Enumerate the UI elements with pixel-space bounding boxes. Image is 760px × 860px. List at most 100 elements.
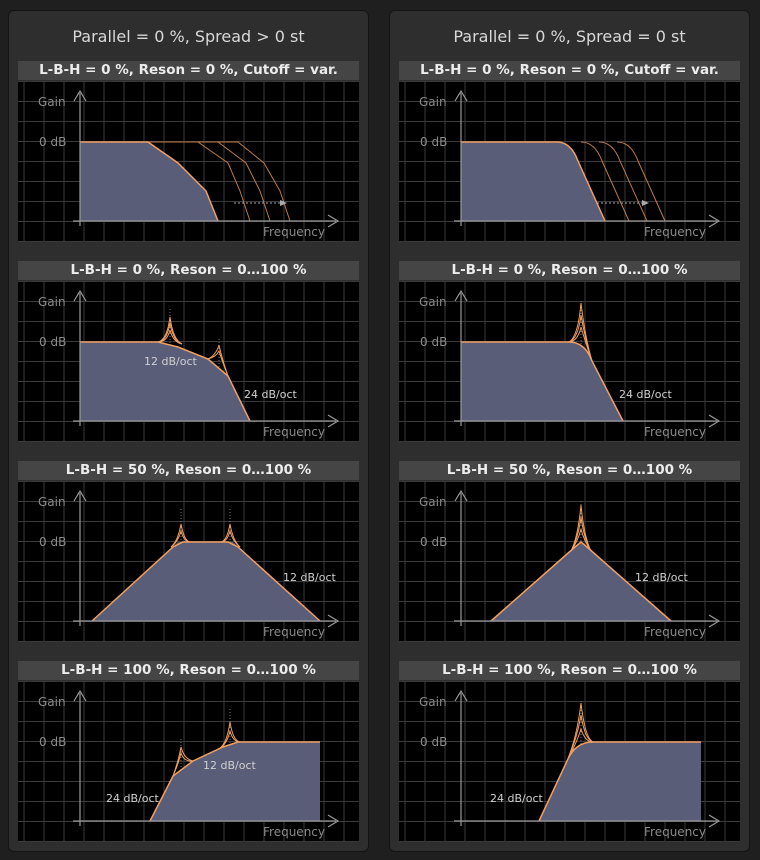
filter-response-plot: Gain 0 dB Frequency 24 dB/oct [399,681,740,842]
y-axis-label: Gain [38,695,66,709]
column-spread-gt-zero: Parallel = 0 %, Spread > 0 st L-B-H = 0 … [8,10,369,852]
slope-annotation: 12 dB/oct [144,355,198,368]
zero-db-label: 0 dB [39,135,66,149]
y-axis-label: Gain [419,95,447,109]
response-curve [91,541,321,622]
column-spread-zero: Parallel = 0 %, Spread = 0 st L-B-H = 0 … [389,10,750,852]
slope-annotation: 12 dB/oct [635,571,689,584]
y-axis-label: Gain [419,295,447,309]
slope-annotation: 24 dB/oct [244,388,298,401]
response-curve [461,341,624,422]
filter-response-plot: Gain 0 dB Frequency [399,81,740,242]
x-axis-label: Frequency [263,625,325,639]
y-axis-arrowhead [73,489,87,502]
zero-db-label: 0 dB [420,335,447,349]
x-axis-arrowhead [708,414,721,428]
x-axis-arrowhead [327,814,340,828]
filter-response-plot: Gain 0 dB Frequency 12 dB/oct [399,481,740,642]
y-axis-label: Gain [419,495,447,509]
axes [454,289,721,428]
x-axis-arrowhead [327,414,340,428]
y-axis-label: Gain [38,495,66,509]
x-axis-arrowhead [327,214,340,228]
zero-db-label: 0 dB [420,735,447,749]
response-area [80,342,250,421]
response-area [92,542,320,621]
zero-db-label: 0 dB [39,335,66,349]
axes [73,489,340,628]
x-axis-label: Frequency [644,825,706,839]
y-axis-arrowhead [73,89,87,102]
response-curve [538,741,701,822]
zero-db-label: 0 dB [39,535,66,549]
panel-title: L-B-H = 0 %, Reson = 0…100 % [399,261,740,280]
x-axis-arrowhead [708,814,721,828]
cutoff-shift-arrowhead [642,200,649,206]
y-axis-arrowhead [454,689,468,702]
filter-response-diagram: Gain 0 dB Frequency 12 dB/oct 24 dB/oct [18,681,359,842]
zero-db-label: 0 dB [420,135,447,149]
response-curve [490,541,672,622]
axes [454,489,721,628]
panel-title: L-B-H = 0 %, Reson = 0…100 % [18,261,359,280]
filter-response-diagram: Gain 0 dB Frequency [18,81,359,242]
slope-annotation: 24 dB/oct [106,792,160,805]
response-area [491,542,671,621]
resonance-peaks [570,504,592,552]
resonance-peaks [157,316,229,377]
panel-title: L-B-H = 0 %, Reson = 0 %, Cutoff = var. [399,61,740,80]
panel-title: L-B-H = 0 %, Reson = 0 %, Cutoff = var. [18,61,359,80]
y-axis-arrowhead [454,289,468,302]
y-axis-arrowhead [73,689,87,702]
resonance-peaks [568,302,593,362]
y-axis-arrowhead [454,89,468,102]
filter-response-diagram: Gain 0 dB Frequency 12 dB/oct [399,481,740,642]
response-curve [80,141,219,222]
slope-annotation: 24 dB/oct [490,792,544,805]
response-curve [149,741,320,822]
zero-db-label: 0 dB [420,535,447,549]
response-area [80,142,218,221]
response-area [461,142,605,221]
slope-annotation: 24 dB/oct [619,388,673,401]
x-axis-label: Frequency [263,425,325,439]
filter-response-plot: Gain 0 dB Frequency 12 dB/oct 24 dB/oct [18,281,359,442]
y-axis-label: Gain [38,95,66,109]
x-axis-arrowhead [708,214,721,228]
x-axis-label: Frequency [263,225,325,239]
x-axis-label: Frequency [644,225,706,239]
axes [73,89,340,228]
x-axis-arrowhead [327,614,340,628]
resonance-peaks [172,721,241,777]
x-axis-label: Frequency [644,625,706,639]
y-axis-arrowhead [73,289,87,302]
filter-response-diagram: Gain 0 dB Frequency [399,81,740,242]
filter-response-plot: Gain 0 dB Frequency [18,81,359,242]
filter-response-diagram: Gain 0 dB Frequency 24 dB/oct [399,681,740,842]
cutoff-shift-arrowhead [280,200,287,206]
panel-title: L-B-H = 100 %, Reson = 0…100 % [18,661,359,680]
column-title: Parallel = 0 %, Spread > 0 st [72,27,305,46]
cutoff-variation-curves [148,141,291,222]
response-area [150,742,320,821]
slope-annotation: 12 dB/oct [283,571,337,584]
panel-title: L-B-H = 50 %, Reson = 0…100 % [18,461,359,480]
filter-response-diagram: Gain 0 dB Frequency 12 dB/oct 24 dB/oct [18,281,359,442]
filter-response-plot: Gain 0 dB Frequency 12 dB/oct 24 dB/oct [18,681,359,842]
x-axis-label: Frequency [644,425,706,439]
slope-annotation: 12 dB/oct [203,759,257,772]
panel-title: L-B-H = 100 %, Reson = 0…100 % [399,661,740,680]
resonance-peaks [566,702,594,762]
axes [454,689,721,828]
filter-response-plot: Gain 0 dB Frequency 24 dB/oct [399,281,740,442]
filter-response-diagram: Gain 0 dB Frequency 24 dB/oct [399,281,740,442]
y-axis-arrowhead [454,489,468,502]
panel-title: L-B-H = 50 %, Reson = 0…100 % [399,461,740,480]
y-axis-label: Gain [38,295,66,309]
grid [18,281,359,442]
axes [73,289,340,428]
response-area [461,342,623,421]
y-axis-label: Gain [419,695,447,709]
response-curve [80,341,251,422]
grid [399,281,740,442]
